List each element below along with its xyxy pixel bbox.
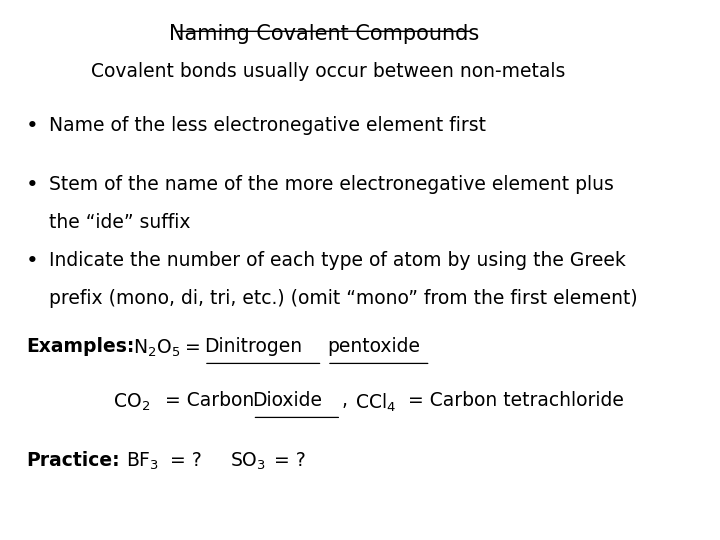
Text: Indicate the number of each type of atom by using the Greek: Indicate the number of each type of atom… <box>48 251 626 270</box>
Text: Dinitrogen: Dinitrogen <box>204 338 302 356</box>
Text: pentoxide: pentoxide <box>327 338 420 356</box>
Text: $\mathrm{N_2O_5}$: $\mathrm{N_2O_5}$ <box>132 338 180 359</box>
Text: Dioxide: Dioxide <box>253 392 323 410</box>
Text: $\mathrm{CCl_4}$: $\mathrm{CCl_4}$ <box>355 392 396 414</box>
Text: •: • <box>26 251 39 271</box>
Text: $\mathrm{CO_2}$: $\mathrm{CO_2}$ <box>113 392 150 413</box>
Text: ,: , <box>342 392 348 410</box>
Text: $\mathrm{BF_3}$: $\mathrm{BF_3}$ <box>126 451 159 472</box>
Text: •: • <box>26 176 39 195</box>
Text: =: = <box>184 338 200 356</box>
Text: Examples:: Examples: <box>26 338 134 356</box>
Text: Covalent bonds usually occur between non-metals: Covalent bonds usually occur between non… <box>91 62 565 81</box>
Text: the “ide” suffix: the “ide” suffix <box>48 213 190 232</box>
Text: $\mathrm{SO_3}$: $\mathrm{SO_3}$ <box>230 451 266 472</box>
Text: = ?: = ? <box>171 451 202 470</box>
Text: prefix (mono, di, tri, etc.) (omit “mono” from the first element): prefix (mono, di, tri, etc.) (omit “mono… <box>48 289 637 308</box>
Text: = ?: = ? <box>274 451 306 470</box>
Text: Practice:: Practice: <box>26 451 120 470</box>
Text: Naming Covalent Compounds: Naming Covalent Compounds <box>168 24 479 44</box>
Text: = Carbon: = Carbon <box>165 392 254 410</box>
Text: Stem of the name of the more electronegative element plus: Stem of the name of the more electronega… <box>48 176 613 194</box>
Text: = Carbon tetrachloride: = Carbon tetrachloride <box>408 392 624 410</box>
Text: Name of the less electronegative element first: Name of the less electronegative element… <box>48 116 485 135</box>
Text: •: • <box>26 116 39 136</box>
